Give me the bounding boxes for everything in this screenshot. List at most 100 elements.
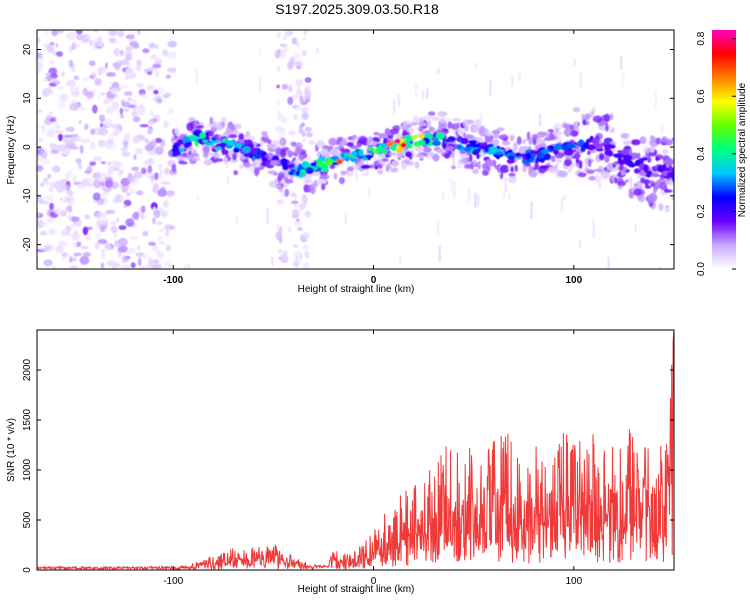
noise-blob xyxy=(57,185,68,191)
noise-blob xyxy=(86,165,93,174)
noise-blob xyxy=(162,200,169,208)
noise-blob xyxy=(142,230,149,237)
ridge-halo-blob xyxy=(554,137,563,143)
noise-blob xyxy=(295,79,304,87)
noise-blob xyxy=(293,244,299,248)
ridge-core-blob xyxy=(625,159,634,166)
ridge-halo-blob xyxy=(606,163,613,171)
ridge-halo-blob xyxy=(341,148,351,154)
colorbar-tick-label: 0.2 xyxy=(696,204,707,218)
ridge-halo-blob xyxy=(527,146,532,150)
noise-blob xyxy=(129,236,138,240)
noise-blob xyxy=(132,212,139,220)
ridge-core-blob xyxy=(202,139,208,143)
noise-blob xyxy=(276,84,280,89)
noise-blob xyxy=(97,239,108,245)
ridge-halo-blob xyxy=(578,160,583,169)
ridge-halo-blob xyxy=(628,191,635,199)
ridge-halo-blob xyxy=(502,140,511,146)
ridge-halo-blob xyxy=(510,166,514,173)
noise-blob xyxy=(149,109,154,118)
noise-blob xyxy=(92,104,98,114)
noise-blob xyxy=(287,60,294,70)
ridge-halo-blob xyxy=(291,151,296,156)
noise-blob xyxy=(110,142,117,150)
ridge-core-blob xyxy=(554,143,563,151)
ridge-peak-blob xyxy=(400,142,407,148)
noise-blob xyxy=(118,237,128,247)
ridge-core-blob xyxy=(411,135,419,139)
noise-blob xyxy=(120,147,128,152)
ridge-core-blob xyxy=(366,154,372,161)
ridge-halo-blob xyxy=(655,156,660,162)
noise-streak xyxy=(474,62,477,70)
snr-x-ticks: -100 0 100 xyxy=(163,330,583,587)
noise-blob xyxy=(68,59,74,68)
noise-blob xyxy=(136,59,142,67)
ridge-halo-blob xyxy=(608,150,612,154)
ridge-halo-blob xyxy=(573,124,579,130)
noise-blob xyxy=(79,144,84,154)
noise-blob xyxy=(136,64,142,72)
colorbar: 0.0 0.2 0.4 0.6 0.8 Normalized spectral ampl… xyxy=(696,30,748,276)
noise-blob xyxy=(112,265,116,269)
noise-blob xyxy=(73,252,83,257)
noise-blob xyxy=(82,252,91,257)
ridge-halo-blob xyxy=(402,120,412,126)
noise-blob xyxy=(61,71,65,77)
ridge-halo-blob xyxy=(586,156,593,160)
noise-blob xyxy=(54,207,63,215)
noise-streak xyxy=(316,47,319,54)
noise-blob xyxy=(139,266,147,269)
ridge-core-blob xyxy=(358,149,364,157)
noise-blob xyxy=(136,190,144,196)
ridge-halo-blob xyxy=(665,138,672,146)
ridge-peak-blob xyxy=(336,159,343,165)
noise-blob xyxy=(37,213,41,217)
ridge-core-blob xyxy=(226,140,236,147)
noise-blob xyxy=(96,66,106,74)
noise-blob xyxy=(40,180,51,186)
ridge-halo-blob xyxy=(671,197,674,201)
noise-blob xyxy=(82,226,89,236)
noise-streak xyxy=(654,92,657,108)
noise-blob xyxy=(146,84,154,91)
noise-blob xyxy=(92,192,101,201)
noise-blob xyxy=(125,218,135,227)
ridge-halo-blob xyxy=(509,134,515,142)
ridge-halo-blob xyxy=(453,142,458,150)
ridge-halo-blob xyxy=(575,162,579,167)
colorbar-ticks: 0.0 0.2 0.4 0.6 0.8 xyxy=(696,31,736,276)
y-tick-label: 1500 xyxy=(22,408,33,431)
ridge-halo-blob xyxy=(290,192,296,197)
ridge-halo-blob xyxy=(547,166,558,174)
noise-blob xyxy=(278,226,283,235)
noise-blob xyxy=(37,52,43,59)
noise-blob xyxy=(73,242,78,249)
noise-blob xyxy=(164,92,172,97)
y-tick-label: 10 xyxy=(22,92,33,104)
ridge-core-blob xyxy=(174,150,179,156)
ridge-core-blob xyxy=(239,142,245,146)
noise-blob xyxy=(71,99,75,104)
ridge-halo-blob xyxy=(316,178,327,185)
noise-streak xyxy=(468,187,471,203)
noise-blob xyxy=(48,228,57,235)
noise-blob xyxy=(298,125,304,134)
noise-blob xyxy=(302,231,310,240)
ridge-halo-blob xyxy=(619,163,624,171)
noise-blob xyxy=(156,221,162,225)
ridge-halo-blob xyxy=(563,148,574,156)
ridge-halo-blob xyxy=(415,154,426,158)
ridge-peak-blob xyxy=(418,133,425,139)
noise-blob xyxy=(143,160,148,166)
noise-blob xyxy=(69,197,75,202)
ridge-halo-blob xyxy=(360,158,365,165)
noise-blob xyxy=(99,114,106,123)
noise-blob xyxy=(75,135,82,142)
noise-blob xyxy=(156,98,163,104)
ridge-halo-blob xyxy=(448,151,452,155)
noise-blob xyxy=(118,251,122,258)
snr-x-label: Height of straight line (km) xyxy=(298,584,415,595)
ridge-halo-blob xyxy=(614,177,618,184)
